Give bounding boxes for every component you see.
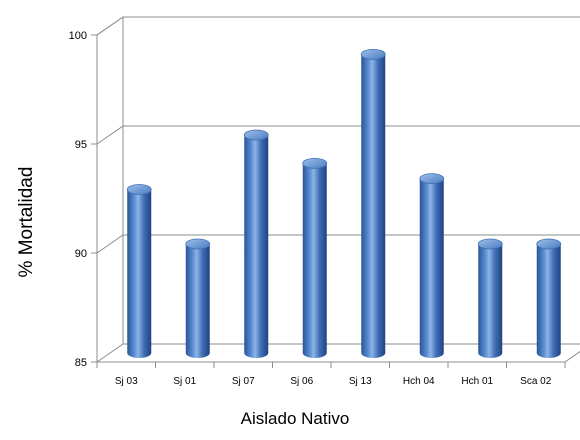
x-tick-label: Sj 07	[232, 376, 255, 387]
bar-cap	[536, 238, 562, 250]
bar-body	[185, 244, 210, 358]
bar	[243, 129, 269, 358]
gridline	[96, 343, 580, 363]
x-tick-label: Hch 01	[461, 376, 493, 387]
x-tick-label: Sj 01	[173, 376, 196, 387]
gridline	[96, 234, 580, 254]
x-tick-label: Sca 02	[520, 376, 552, 387]
bar-cap	[419, 173, 445, 185]
bar-cap	[477, 238, 503, 250]
plot-frame	[96, 16, 580, 363]
bars	[126, 48, 562, 359]
bar	[185, 238, 211, 358]
x-tick-label: Hch 04	[403, 376, 435, 387]
gridlines	[96, 16, 580, 363]
bar	[536, 238, 562, 358]
y-tick-label: 85	[75, 357, 87, 369]
bar-cap	[243, 129, 269, 141]
x-axis-label: Aislado Nativo	[241, 409, 350, 428]
bar-cap	[185, 238, 211, 250]
bar-body	[361, 54, 386, 359]
bar	[477, 238, 503, 358]
bar	[360, 48, 386, 359]
y-axis-ticks: 85 90 95 100	[69, 30, 97, 369]
bar-cap	[302, 157, 328, 169]
x-tick-label: Sj 06	[290, 376, 313, 387]
bar-body	[302, 163, 327, 358]
x-tick-label: Sj 03	[115, 376, 138, 387]
bar-body	[127, 189, 152, 358]
y-axis-label: % Mortalidad	[16, 167, 37, 278]
bar-body	[244, 135, 269, 358]
bar	[419, 173, 445, 358]
gridline	[96, 16, 580, 36]
x-tick-label: Sj 13	[349, 376, 372, 387]
y-tick-label: 90	[75, 248, 87, 260]
left-wall-edge	[96, 16, 124, 362]
bar	[126, 184, 152, 358]
bar-cap	[360, 48, 386, 60]
x-axis-ticks: Sj 03 Sj 01 Sj 07 Sj 06 Sj 13 Hch 04 Hch 01 Sca…	[96, 362, 566, 387]
bar-body	[478, 244, 503, 358]
gridline	[96, 125, 580, 145]
y-tick-label: 100	[69, 30, 87, 42]
bar-body	[419, 178, 444, 358]
floor-front-edge	[97, 351, 580, 363]
bar-body	[536, 244, 561, 358]
bar	[302, 157, 328, 358]
bar-cap	[126, 184, 152, 195]
y-tick-label: 95	[75, 139, 87, 151]
